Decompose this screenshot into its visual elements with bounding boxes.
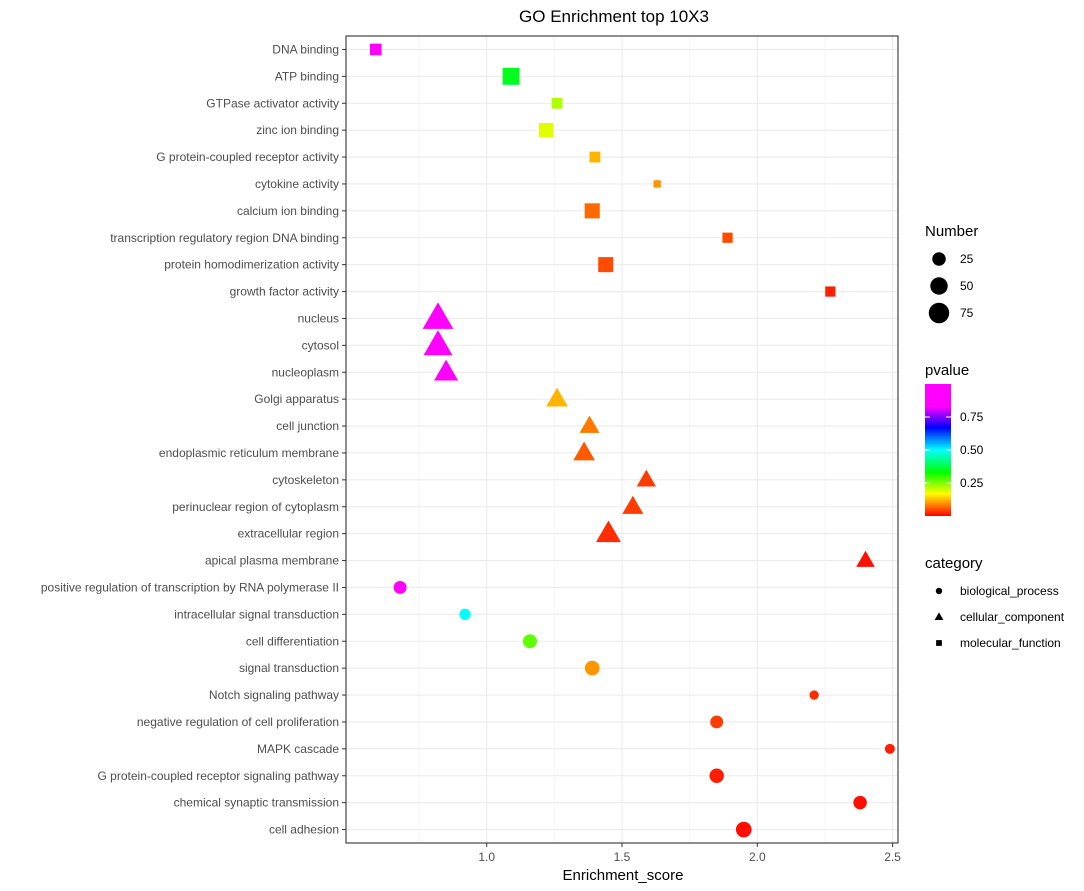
data-point [522,634,538,649]
legend-number-label: 25 [960,252,974,266]
legend-category-label: molecular_function [960,636,1061,650]
data-point [573,441,595,461]
y-tick-label: GTPase activator activity [206,96,339,110]
x-tick-label: 2.5 [884,850,901,864]
y-tick-label: Golgi apparatus [254,392,339,406]
legend-number-items: 25 50 75 [928,252,974,324]
colorbar-tick-label: 0.25 [960,476,984,490]
x-axis-label: Enrichment_score [563,867,684,884]
data-point [622,495,644,514]
y-tick-label: nucleus [298,311,339,325]
data-point [884,743,895,754]
y-tick-label: cell differentiation [246,634,339,648]
data-point [584,203,600,219]
y-tick-label: signal transduction [239,661,339,675]
data-point [551,97,563,109]
colorbar-tick-label: 0.75 [960,410,984,424]
data-point [825,286,836,297]
data-point [735,821,752,838]
legend-category-label: biological_process [960,584,1059,598]
x-tick-label: 1.0 [478,850,495,864]
data-point [596,520,621,543]
legend-number-key [930,277,948,295]
legend-pvalue-title: pvalue [925,362,969,379]
y-tick-label: transcription regulatory region DNA bind… [110,231,339,245]
y-tick-label: intracellular signal transduction [174,607,339,621]
gridlines [346,36,898,843]
legend-category-items: biological_process cellular_componentmole… [934,584,1065,650]
y-tick-label: perinuclear region of cytoplasm [172,500,339,514]
y-tick-label: positive regulation of transcription by … [41,580,339,594]
data-point [369,43,382,56]
y-tick-label: calcium ion binding [237,204,339,218]
colorbar-tick-label: 0.50 [960,443,984,457]
x-axis: 1.0 1.5 2.0 2.5 [478,843,901,864]
y-tick-label: G protein-coupled receptor activity [156,150,339,164]
data-points [369,43,895,838]
y-tick-label: cytokine activity [255,177,339,191]
data-point [598,257,614,273]
y-tick-label: G protein-coupled receptor signaling pat… [98,769,339,783]
y-tick-label: protein homodimerization activity [164,258,339,272]
data-point [579,415,600,433]
data-point [539,122,554,138]
data-point [423,330,453,356]
y-tick-label: negative regulation of cell proliferatio… [137,715,339,729]
data-point [709,768,724,783]
legend: Number 25 50 75 pvalue 0.25 0.50 0.75 catego… [925,223,1065,650]
data-point [393,580,407,594]
y-tick-label: endoplasmic reticulum membrane [159,446,339,460]
data-point [853,795,867,810]
y-tick-label: zinc ion binding [256,123,339,137]
data-point [809,690,819,700]
x-tick-label: 2.0 [749,850,766,864]
y-tick-label: extracellular region [238,527,339,541]
y-tick-label: cytosol [302,338,339,352]
y-tick-label: DNA binding [272,42,339,56]
y-tick-label: chemical synaptic transmission [174,796,339,810]
y-axis: DNA binding ATP binding GTPase activator a… [41,42,346,837]
x-tick-label: 1.5 [614,850,631,864]
legend-category-title: category [925,555,983,572]
data-point [546,387,568,407]
y-tick-label: Notch signaling pathway [209,688,339,702]
data-point [502,67,520,85]
legend-number-key [928,302,950,324]
y-tick-label: nucleoplasm [272,365,339,379]
y-tick-label: MAPK cascade [257,742,339,756]
legend-category-key [935,587,943,595]
data-point [636,469,657,487]
y-tick-label: apical plasma membrane [205,554,339,568]
data-point [722,232,733,243]
data-point [434,359,459,381]
data-point [584,660,600,676]
plot-area [345,35,899,844]
legend-category-key [936,640,942,646]
data-point [653,180,661,188]
legend-number-title: Number [925,223,978,240]
data-point [459,608,471,621]
y-tick-label: cytoskeleton [272,473,339,487]
y-tick-label: cell adhesion [269,823,339,837]
legend-pvalue-ticks: 0.25 0.50 0.75 [925,410,984,490]
y-tick-label: cell junction [276,419,339,433]
data-point [710,715,724,729]
chart-title: GO Enrichment top 10X3 [519,7,709,26]
legend-number-label: 75 [960,306,974,320]
data-point [422,302,454,329]
legend-category-label: cellular_component [960,610,1065,624]
y-tick-label: ATP binding [275,69,339,83]
legend-number-key [932,252,946,266]
legend-number-label: 50 [960,279,974,293]
y-tick-label: growth factor activity [230,285,339,299]
legend-category-key [934,612,944,621]
data-point [856,550,875,567]
data-point [589,151,601,163]
